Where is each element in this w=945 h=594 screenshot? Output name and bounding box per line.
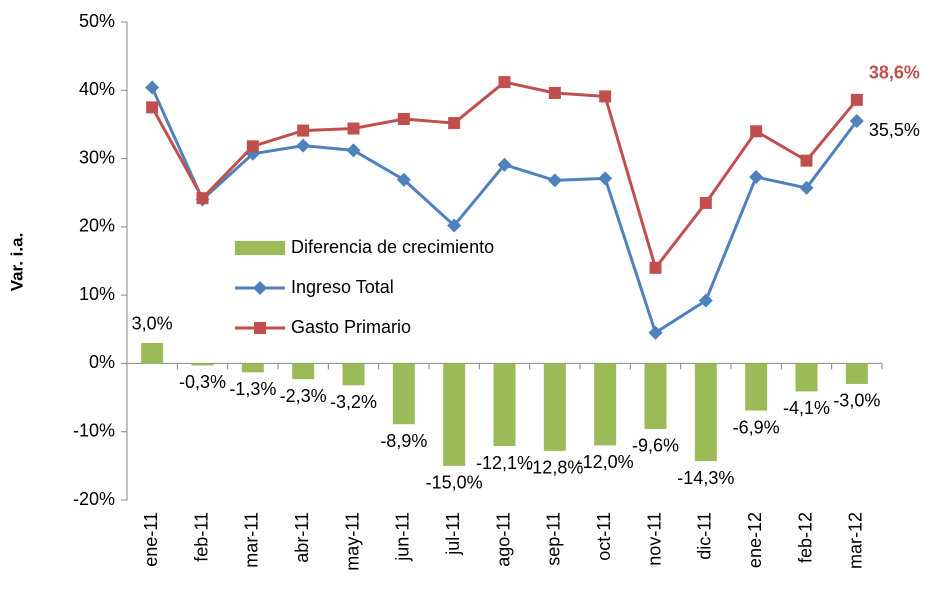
- marker: [750, 125, 763, 138]
- marker: [246, 140, 259, 153]
- x-tick-label: mar-11: [242, 512, 262, 568]
- x-tick-label: oct-11: [594, 512, 614, 561]
- bar: [392, 363, 415, 425]
- marker: [799, 180, 814, 195]
- legend-swatch: [235, 241, 285, 255]
- marker: [749, 170, 764, 185]
- marker: [850, 93, 863, 106]
- bar: [241, 363, 264, 373]
- data-label: -12,8%: [526, 458, 583, 478]
- marker: [548, 87, 561, 100]
- marker: [699, 196, 712, 209]
- bar: [443, 363, 466, 466]
- x-tick-label: sep-11: [544, 512, 564, 566]
- y-tick-label: 20%: [79, 216, 115, 236]
- marker: [146, 101, 159, 114]
- legend-label: Gasto Primario: [291, 317, 411, 337]
- line: [150, 80, 858, 272]
- x-tick-label: jul-11: [443, 512, 463, 556]
- x-tick-label: ene-11: [141, 512, 161, 567]
- data-label: -4,1%: [783, 398, 830, 418]
- marker: [297, 124, 310, 137]
- marker: [196, 192, 209, 205]
- marker: [648, 325, 663, 340]
- data-label: -9,6%: [632, 436, 679, 456]
- x-tick-label: ago-11: [493, 512, 513, 567]
- data-label: -15,0%: [426, 473, 483, 493]
- data-label: -1,3%: [229, 379, 276, 399]
- bar: [845, 363, 868, 384]
- marker: [448, 117, 461, 130]
- data-label: -2,3%: [280, 386, 327, 406]
- bar: [644, 363, 667, 429]
- legend-marker: [254, 322, 266, 334]
- y-axis-label: Var. i.a.: [7, 233, 26, 292]
- x-tick-label: abr-11: [292, 512, 312, 563]
- data-label: -12,1%: [476, 453, 533, 473]
- y-tick-label: 0%: [89, 352, 115, 372]
- x-tick-label: may-11: [342, 512, 362, 571]
- y-tick-label: -10%: [73, 420, 115, 440]
- bar: [795, 363, 818, 392]
- marker: [698, 293, 713, 308]
- marker: [296, 138, 311, 153]
- data-label: 3,0%: [132, 314, 173, 334]
- x-tick-label: mar-12: [846, 512, 866, 569]
- y-tick-label: 50%: [79, 11, 115, 31]
- legend-marker: [253, 281, 267, 295]
- bar: [493, 363, 516, 447]
- data-label: -3,0%: [833, 391, 880, 411]
- marker: [498, 76, 511, 89]
- marker: [547, 173, 562, 188]
- marker: [497, 157, 512, 172]
- x-tick-label: feb-11: [191, 512, 211, 562]
- bar: [141, 342, 164, 364]
- bar: [342, 363, 365, 386]
- bar: [543, 363, 566, 451]
- marker: [800, 154, 813, 167]
- y-tick-label: 10%: [79, 284, 115, 304]
- data-label: -6,9%: [733, 417, 780, 437]
- data-label: -12,0%: [577, 452, 634, 472]
- data-label: -14,3%: [677, 468, 734, 488]
- bar: [191, 363, 214, 366]
- marker: [598, 171, 613, 186]
- marker: [447, 218, 462, 233]
- bar: [745, 363, 768, 411]
- bar: [292, 363, 315, 380]
- data-label: -8,9%: [380, 431, 427, 451]
- x-tick-label: feb-12: [795, 512, 815, 563]
- bar: [594, 363, 617, 446]
- legend-label: Ingreso Total: [291, 277, 394, 297]
- marker: [346, 143, 361, 158]
- marker: [396, 172, 411, 187]
- marker: [849, 114, 864, 129]
- data-label: 38,6%: [869, 63, 920, 83]
- marker: [347, 122, 360, 135]
- x-tick-label: ene-12: [745, 512, 765, 568]
- x-tick-label: nov-11: [644, 512, 664, 566]
- bar: [694, 363, 717, 462]
- y-tick-label: 30%: [79, 147, 115, 167]
- marker: [599, 90, 612, 103]
- data-label: 35,5%: [869, 120, 920, 140]
- data-label: -3,2%: [330, 392, 377, 412]
- data-label: -0,3%: [179, 372, 226, 392]
- x-tick-label: jun-11: [393, 512, 413, 562]
- marker: [397, 112, 410, 125]
- y-tick-label: -20%: [73, 489, 115, 509]
- x-tick-label: dic-11: [695, 512, 715, 560]
- line: [150, 86, 859, 336]
- marker: [145, 80, 160, 95]
- marker: [649, 261, 662, 274]
- y-tick-label: 40%: [79, 79, 115, 99]
- legend-label: Diferencia de crecimiento: [291, 237, 494, 257]
